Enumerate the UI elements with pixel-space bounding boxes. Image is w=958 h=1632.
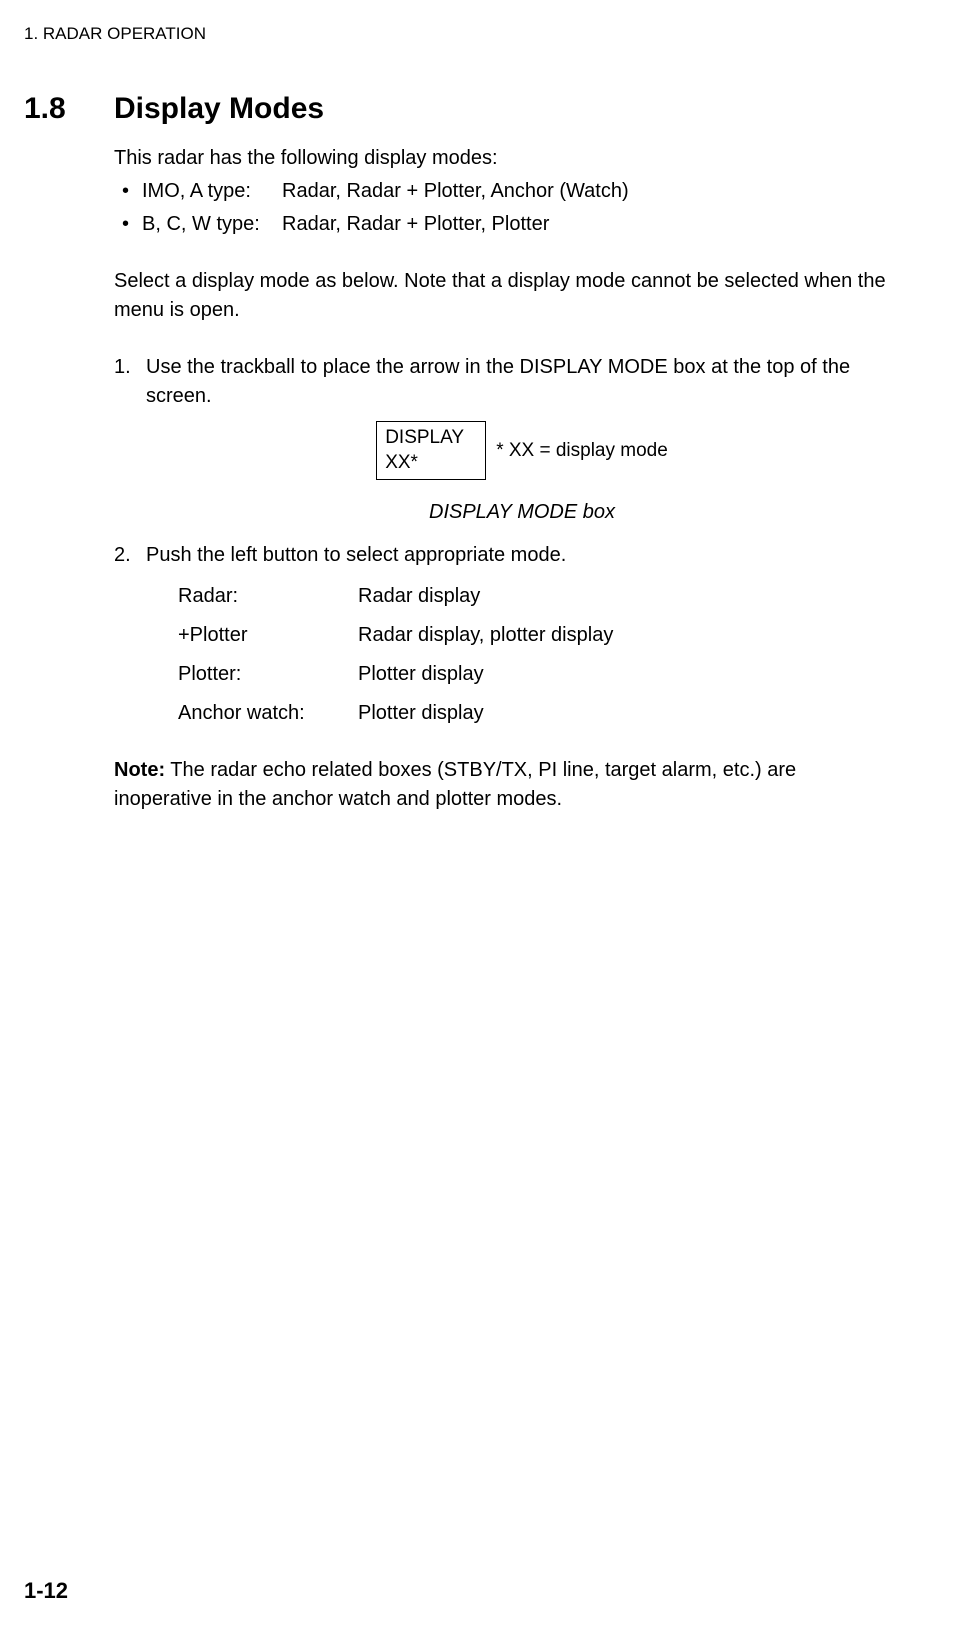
list-item-text: Use the trackball to place the arrow in … (146, 356, 850, 407)
list-item-number: 2. (114, 541, 131, 570)
section-number: 1.8 (24, 92, 114, 126)
paragraph: Select a display mode as below. Note tha… (114, 267, 898, 325)
bullet-label: IMO, A type: (142, 177, 282, 206)
mode-name: Radar: (178, 582, 358, 611)
bullet-value: Radar, Radar + Plotter, Anchor (Watch) (282, 177, 629, 206)
section-title: Display Modes (114, 92, 324, 126)
table-row: Radar: Radar display (178, 582, 898, 611)
page-number: 1-12 (24, 1578, 68, 1604)
list-item-text: Push the left button to select appropria… (146, 544, 566, 566)
display-box-line2: XX* (385, 451, 475, 476)
mode-desc: Radar display, plotter display (358, 621, 898, 650)
table-row: Anchor watch: Plotter display (178, 699, 898, 728)
table-row: Plotter: Plotter display (178, 660, 898, 689)
page: 1. RADAR OPERATION 1.8 Display Modes Thi… (0, 0, 958, 1632)
ordered-list: 1. Use the trackball to place the arrow … (114, 353, 898, 728)
mode-desc: Radar display (358, 582, 898, 611)
note-label: Note: (114, 759, 165, 781)
mode-name: Plotter: (178, 660, 358, 689)
list-item: 1. Use the trackball to place the arrow … (114, 353, 898, 527)
display-box-line1: DISPLAY (385, 426, 475, 451)
bullet-label: B, C, W type: (142, 210, 282, 239)
running-head: 1. RADAR OPERATION (24, 24, 898, 44)
list-item-number: 1. (114, 353, 131, 382)
body: This radar has the following display mod… (114, 144, 898, 814)
table-row: +Plotter Radar display, plotter display (178, 621, 898, 650)
note-paragraph: Note: The radar echo related boxes (STBY… (114, 756, 898, 814)
diagram-annotation: * XX = display mode (496, 437, 668, 465)
figure-caption: DISPLAY MODE box (146, 498, 898, 527)
display-mode-box: DISPLAY XX* (376, 421, 486, 480)
bullet-item: B, C, W type: Radar, Radar + Plotter, Pl… (114, 210, 898, 239)
list-item: 2. Push the left button to select approp… (114, 541, 898, 728)
note-text: The radar echo related boxes (STBY/TX, P… (114, 759, 796, 810)
bullet-item: IMO, A type: Radar, Radar + Plotter, Anc… (114, 177, 898, 206)
modes-table: Radar: Radar display +Plotter Radar disp… (178, 582, 898, 728)
mode-name: Anchor watch: (178, 699, 358, 728)
bullet-value: Radar, Radar + Plotter, Plotter (282, 210, 549, 239)
bullet-list: IMO, A type: Radar, Radar + Plotter, Anc… (114, 177, 898, 239)
mode-desc: Plotter display (358, 660, 898, 689)
section-heading: 1.8 Display Modes (24, 92, 898, 126)
intro-text: This radar has the following display mod… (114, 144, 898, 173)
mode-name: +Plotter (178, 621, 358, 650)
mode-desc: Plotter display (358, 699, 898, 728)
diagram: DISPLAY XX* * XX = display mode (146, 421, 898, 480)
